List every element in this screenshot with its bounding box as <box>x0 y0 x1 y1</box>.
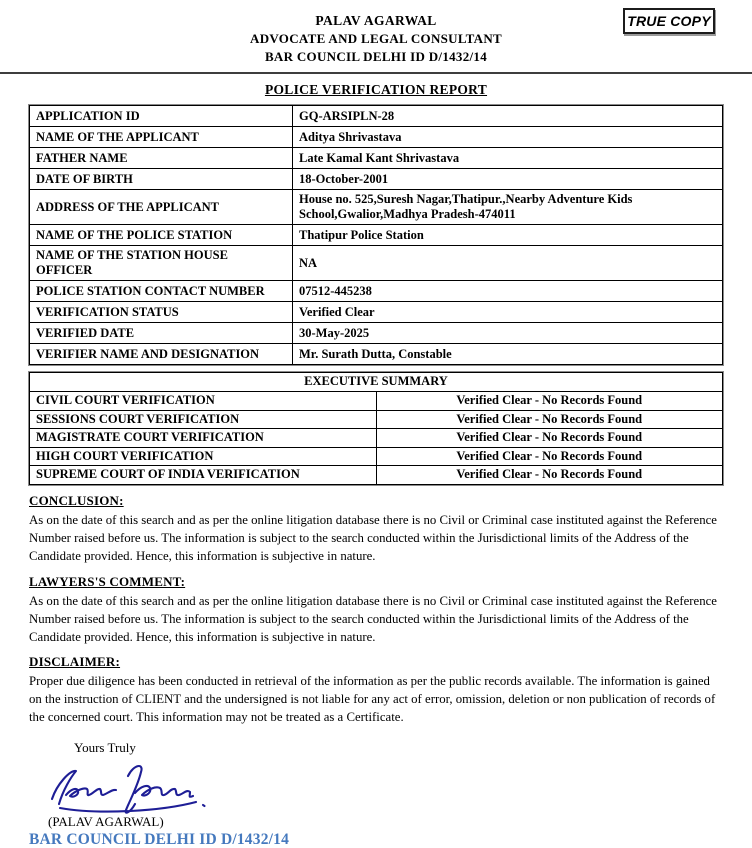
table-row: DATE OF BIRTH 18-October-2001 <box>29 168 723 191</box>
disclaimer-body: Proper due diligence has been conducted … <box>29 674 716 725</box>
row-value: 18-October-2001 <box>292 168 723 191</box>
row-value: Aditya Shrivastava <box>292 126 723 149</box>
row-label: VERIFIER NAME AND DESIGNATION <box>29 343 293 366</box>
row-value: Mr. Surath Dutta, Constable <box>292 343 723 366</box>
row-label: NAME OF THE STATION HOUSE OFFICER <box>29 245 293 282</box>
letterhead: PALAV AGARWAL ADVOCATE AND LEGAL CONSULT… <box>0 0 752 65</box>
disclaimer-section: DISCLAIMER: Proper due diligence has bee… <box>29 654 723 726</box>
bar-council-id-footer: BAR COUNCIL DELHI ID D/1432/14 <box>29 831 290 848</box>
advocate-role: ADVOCATE AND LEGAL CONSULTANT <box>250 31 502 47</box>
row-label: HIGH COURT VERIFICATION <box>29 446 377 467</box>
applicant-details-table: APPLICATION ID GQ-ARSIPLN-28 NAME OF THE… <box>28 104 724 367</box>
row-label: ADDRESS OF THE APPLICANT <box>29 189 293 226</box>
row-value: 30-May-2025 <box>292 322 723 345</box>
row-value: Thatipur Police Station <box>292 224 723 247</box>
advocate-name: PALAV AGARWAL <box>315 13 437 28</box>
row-label: POLICE STATION CONTACT NUMBER <box>29 280 293 303</box>
row-value: Verified Clear - No Records Found <box>375 409 723 430</box>
row-label: SUPREME COURT OF INDIA VERIFICATION <box>29 465 377 486</box>
summary-header-row: EXECUTIVE SUMMARY <box>29 372 723 392</box>
row-label: CIVIL COURT VERIFICATION <box>29 390 377 411</box>
disclaimer-heading: DISCLAIMER: <box>29 654 121 669</box>
table-row: SESSIONS COURT VERIFICATION Verified Cle… <box>29 409 723 430</box>
lawyers-comment-heading: LAWYERS'S COMMENT: <box>29 573 186 589</box>
table-row: CIVIL COURT VERIFICATION Verified Clear … <box>29 390 723 411</box>
row-label: SESSIONS COURT VERIFICATION <box>29 409 377 430</box>
row-value: Verified Clear - No Records Found <box>375 390 723 411</box>
table-row: ADDRESS OF THE APPLICANT House no. 525,S… <box>29 189 723 226</box>
row-value: Verified Clear - No Records Found <box>375 428 723 448</box>
salutation: Yours Truly <box>74 740 136 756</box>
table-row: NAME OF THE POLICE STATION Thatipur Poli… <box>29 224 723 247</box>
conclusion-body: As on the date of this search and as per… <box>29 513 717 564</box>
row-value: Late Kamal Kant Shrivastava <box>292 147 723 170</box>
row-label: DATE OF BIRTH <box>29 168 293 191</box>
row-label: VERIFIED DATE <box>29 322 293 345</box>
row-label: MAGISTRATE COURT VERIFICATION <box>29 428 377 448</box>
row-value: 07512-445238 <box>292 280 723 303</box>
table-row: VERIFICATION STATUS Verified Clear <box>29 301 723 324</box>
lawyers-comment-body: As on the date of this search and as per… <box>29 593 717 644</box>
executive-summary-table: EXECUTIVE SUMMARY CIVIL COURT VERIFICATI… <box>28 371 724 487</box>
lawyers-comment-section: LAWYERS'S COMMENT: As on the date of thi… <box>29 574 723 646</box>
row-value: Verified Clear - No Records Found <box>375 465 723 486</box>
row-value: GQ-ARSIPLN-28 <box>292 105 723 128</box>
page-title: POLICE VERIFICATION REPORT <box>264 82 488 98</box>
row-label: NAME OF THE APPLICANT <box>29 126 293 149</box>
summary-header: EXECUTIVE SUMMARY <box>29 372 723 392</box>
row-label: APPLICATION ID <box>29 105 293 128</box>
true-copy-stamp: TRUE COPY <box>623 8 715 34</box>
table-row: NAME OF THE STATION HOUSE OFFICER NA <box>29 245 723 282</box>
signature <box>40 758 752 815</box>
row-value: NA <box>292 245 723 282</box>
signer-name: (PALAV AGARWAL) <box>48 814 164 830</box>
row-label: NAME OF THE POLICE STATION <box>29 224 293 247</box>
table-row: FATHER NAME Late Kamal Kant Shrivastava <box>29 147 723 170</box>
table-row: APPLICATION ID GQ-ARSIPLN-28 <box>29 105 723 128</box>
table-row: SUPREME COURT OF INDIA VERIFICATION Veri… <box>29 465 723 486</box>
bar-council-id-header: BAR COUNCIL DELHI ID D/1432/14 <box>264 48 488 64</box>
row-label: FATHER NAME <box>29 147 293 170</box>
row-value: Verified Clear - No Records Found <box>375 446 723 467</box>
row-value: House no. 525,Suresh Nagar,Thatipur.,Nea… <box>292 189 723 226</box>
table-row: HIGH COURT VERIFICATION Verified Clear -… <box>29 446 723 467</box>
table-row: NAME OF THE APPLICANT Aditya Shrivastava <box>29 126 723 149</box>
conclusion-section: CONCLUSION: As on the date of this searc… <box>29 493 723 565</box>
conclusion-heading: CONCLUSION: <box>29 493 124 509</box>
table-row: POLICE STATION CONTACT NUMBER 07512-4452… <box>29 280 723 303</box>
handwritten-signature-icon <box>50 765 206 815</box>
row-label: VERIFICATION STATUS <box>29 301 293 324</box>
table-row: VERIFIER NAME AND DESIGNATION Mr. Surath… <box>29 343 723 366</box>
row-value: Verified Clear <box>292 301 723 324</box>
table-row: VERIFIED DATE 30-May-2025 <box>29 322 723 345</box>
header-divider <box>0 72 752 75</box>
table-row: MAGISTRATE COURT VERIFICATION Verified C… <box>29 428 723 448</box>
